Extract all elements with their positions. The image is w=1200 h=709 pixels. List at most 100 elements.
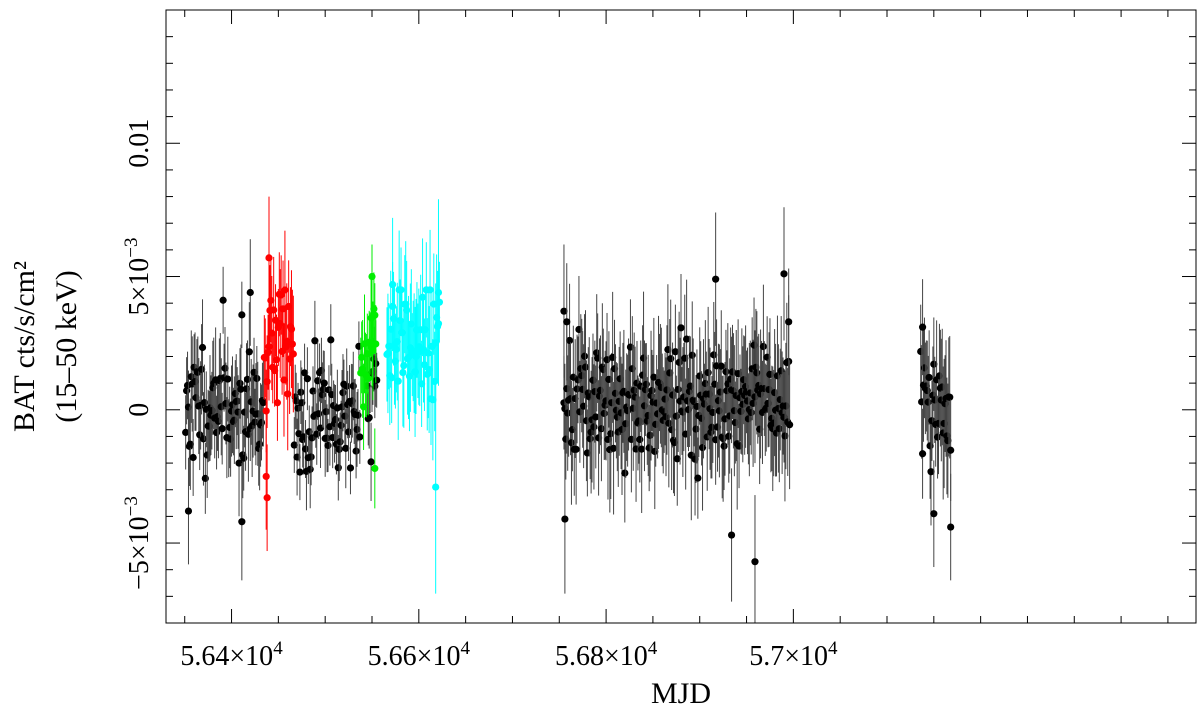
data-marker [311,337,319,345]
data-marker [243,375,252,383]
data-marker [238,518,246,526]
data-marker [218,425,226,433]
data-marker [320,379,328,387]
data-marker [394,377,402,385]
y-tick-label: 0 [124,403,155,417]
data-point [580,314,589,399]
data-point [781,370,789,502]
data-marker [722,368,730,376]
data-point [236,348,244,419]
data-marker [930,360,938,368]
data-marker [597,425,606,433]
x-tick-label: 5.64×104 [180,638,283,672]
data-marker [426,286,434,294]
data-marker [646,431,654,439]
data-marker [638,445,646,453]
data-marker [665,419,673,427]
data-marker [245,348,253,356]
data-marker [301,445,310,453]
data-marker [323,434,331,442]
data-marker [364,374,372,383]
data-marker [925,373,933,382]
data-marker [322,408,330,416]
data-marker [712,275,720,283]
data-marker [708,423,716,431]
data-point [946,336,954,459]
data-marker [306,465,314,473]
data-point [609,382,618,515]
data-point [365,386,373,449]
data-marker [356,433,364,441]
svg-text:0.01: 0.01 [124,119,155,168]
data-marker [237,385,245,393]
data-point [671,304,679,399]
data-marker [648,386,656,395]
data-marker [775,425,783,433]
data-point [621,423,629,523]
data-point [694,437,702,519]
data-point [327,304,335,376]
data-marker [607,430,615,438]
data-marker [273,399,282,407]
data-marker [240,454,248,462]
data-marker [418,293,427,301]
data-marker [199,435,208,443]
data-point [288,289,297,399]
data-marker [307,453,315,461]
data-marker [253,374,261,383]
data-point [367,422,375,501]
data-marker [672,412,680,420]
data-marker [947,446,955,454]
data-marker [432,483,440,491]
data-marker [710,351,718,359]
data-marker [289,350,297,358]
data-marker [354,411,362,419]
data-marker [592,413,600,421]
data-marker [265,254,273,262]
data-marker [259,398,267,407]
data-marker [692,425,700,433]
data-marker [251,418,259,426]
data-marker [343,382,351,390]
data-marker [924,398,932,406]
data-point [319,350,327,429]
data-marker [284,390,292,398]
y-tick-label: 0.01 [124,119,155,168]
data-marker [580,352,589,360]
data-marker [186,440,194,448]
svg-text:−5×10−3: −5×10−3 [121,496,155,590]
data-marker [927,468,935,476]
data-point [371,428,379,509]
data-point [665,359,673,488]
data-marker [335,445,343,453]
data-marker [564,409,572,417]
data-marker [933,433,942,441]
data-marker [399,368,407,377]
data-point [238,281,246,349]
svg-text:5×10−3: 5×10−3 [121,238,155,316]
data-marker [367,458,375,466]
data-point [683,279,691,399]
data-marker [327,336,335,344]
data-marker [567,439,576,447]
data-marker [368,272,376,281]
data-point [565,283,574,398]
data-point [592,365,600,469]
data-point [947,473,955,581]
data-point [186,398,194,490]
data-point [925,330,933,425]
data-marker [224,375,232,383]
data-marker [294,404,302,412]
data-marker [677,324,685,332]
y-axis-title-line2: (15–50 keV) [50,270,83,422]
data-point [196,399,204,471]
data-point [717,310,725,423]
data-point [346,441,355,495]
data-marker [313,430,321,438]
tick-labels-layer: 5.64×104 5.66×104 5.68×104 5.7×104 −5×10−3 0 5… [121,119,838,672]
data-point [364,341,372,416]
data-marker [263,494,271,502]
data-point [563,263,571,381]
data-point [356,409,364,464]
data-marker [370,305,378,313]
